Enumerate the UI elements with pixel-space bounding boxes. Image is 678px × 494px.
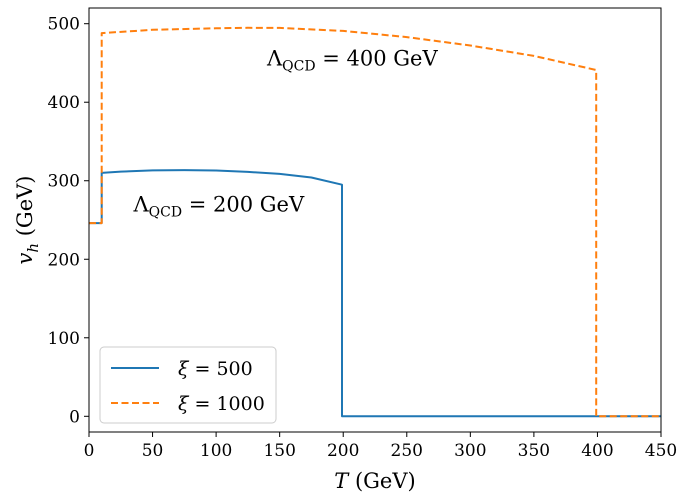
x-tick-label: 300 xyxy=(454,441,486,461)
x-tick-label: 250 xyxy=(391,441,423,461)
series-line-2 xyxy=(89,26,661,418)
x-tick-label: 50 xyxy=(142,441,164,461)
x-axis-label: T (GeV) xyxy=(334,469,415,493)
axis-ticks: 0 50 100 150 200 250 300 350 400 450 0 100 200 300 400… xyxy=(48,15,678,461)
y-tick-label: 200 xyxy=(48,250,80,270)
legend: ξ = 500 ξ = 1000 xyxy=(99,346,277,424)
annotations: ΛQCD = 400 GeV ΛQCD = 200 GeV xyxy=(132,46,438,220)
x-tick-label: 100 xyxy=(200,441,232,461)
y-tick-label: 400 xyxy=(48,93,80,113)
x-tick-label: 200 xyxy=(327,441,359,461)
y-axis-label: vh (GeV) xyxy=(13,176,42,265)
series-line-1 xyxy=(89,169,661,418)
annotation-1: ΛQCD = 400 GeV xyxy=(266,46,439,74)
plot-frame xyxy=(88,7,662,433)
x-tick-label: 400 xyxy=(581,441,613,461)
y-tick-label: 300 xyxy=(48,172,80,192)
x-tick-label: 150 xyxy=(263,441,295,461)
y-tick-label: 0 xyxy=(69,407,80,427)
y-tick-label: 500 xyxy=(48,15,80,35)
annotation-2: ΛQCD = 200 GeV xyxy=(132,192,305,220)
x-tick-label: 350 xyxy=(518,441,550,461)
x-tick-label: 0 xyxy=(84,441,95,461)
plot-lines xyxy=(89,26,661,418)
x-tick-label: 450 xyxy=(645,441,677,461)
legend-label: ξ = 500 xyxy=(178,358,253,380)
legend-label: ξ = 1000 xyxy=(178,393,265,415)
y-tick-label: 100 xyxy=(48,329,80,349)
